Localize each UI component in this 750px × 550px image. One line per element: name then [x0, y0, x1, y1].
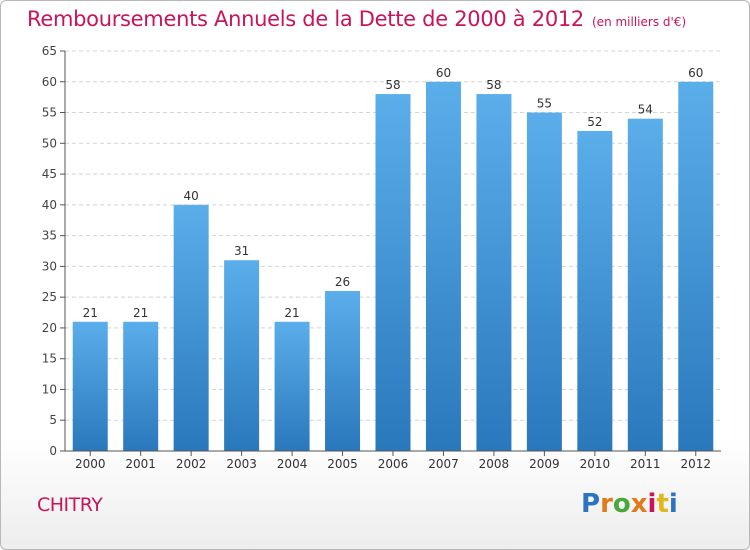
y-tick-label: 35	[42, 229, 57, 243]
data-label: 31	[234, 244, 249, 258]
logo-letter: i	[647, 489, 657, 519]
bar	[375, 94, 411, 452]
x-tick-label: 2006	[378, 457, 409, 471]
bar	[224, 260, 260, 451]
y-tick-label: 10	[42, 382, 57, 396]
bar	[123, 321, 159, 451]
x-tick-label: 2000	[75, 457, 106, 471]
x-tick-label: 2003	[226, 457, 257, 471]
data-label: 52	[587, 115, 602, 129]
bar	[274, 321, 310, 451]
bar	[425, 81, 461, 452]
bar	[173, 204, 209, 451]
x-tick-label: 2011	[630, 457, 661, 471]
x-tick-label: 2004	[277, 457, 308, 471]
logo-letter: P	[581, 489, 601, 519]
y-tick-label: 15	[42, 352, 57, 366]
y-tick-label: 50	[42, 136, 57, 150]
x-tick-label: 2009	[529, 457, 560, 471]
x-tick-label: 2012	[680, 457, 711, 471]
data-label: 21	[133, 306, 148, 320]
city-name: CHITRY	[37, 494, 103, 516]
y-tick-label: 5	[49, 413, 57, 427]
y-tick-label: 60	[42, 75, 57, 89]
bars	[72, 81, 714, 452]
y-tick-label: 25	[42, 290, 57, 304]
chart-title: Remboursements Annuels de la Dette de 20…	[27, 7, 686, 31]
y-tick-label: 65	[42, 44, 57, 58]
chart-title-text: Remboursements Annuels de la Dette de 20…	[27, 7, 584, 31]
labels: 0 5 10 15 20 25 30 35 40 45 50 55 60 65 21 2000 21 2001 40…	[42, 44, 711, 471]
y-tick-label: 30	[42, 259, 57, 273]
bar	[577, 131, 613, 451]
data-label: 55	[537, 97, 552, 111]
data-label: 21	[83, 306, 98, 320]
bar	[526, 112, 562, 452]
x-tick-label: 2001	[125, 457, 156, 471]
x-tick-label: 2008	[479, 457, 510, 471]
logo-letter: t	[656, 489, 669, 519]
data-label: 26	[335, 275, 350, 289]
data-label: 60	[688, 66, 703, 80]
data-label: 54	[638, 103, 653, 117]
x-tick-label: 2002	[176, 457, 207, 471]
data-label: 40	[184, 189, 199, 203]
y-tick-label: 20	[42, 321, 57, 335]
x-tick-label: 2010	[580, 457, 611, 471]
axes	[60, 50, 721, 456]
x-tick-label: 2007	[428, 457, 459, 471]
logo-letter: x	[630, 489, 648, 519]
data-label: 58	[385, 78, 400, 92]
data-label: 60	[436, 66, 451, 80]
logo-letter: r	[600, 489, 613, 519]
data-label: 58	[486, 78, 501, 92]
x-tick-label: 2005	[327, 457, 358, 471]
bar	[72, 321, 108, 451]
chart-unit-label: (en milliers d'€)	[592, 15, 687, 29]
bar	[678, 81, 714, 452]
proxiti-logo[interactable]: Proxiti	[581, 489, 678, 519]
bar	[325, 291, 361, 451]
y-tick-label: 55	[42, 106, 57, 120]
y-tick-label: 45	[42, 167, 57, 181]
bar	[627, 118, 663, 451]
y-tick-label: 40	[42, 198, 57, 212]
bar	[476, 94, 512, 452]
logo-letter: i	[668, 489, 678, 519]
data-label: 21	[284, 306, 299, 320]
y-tick-label: 0	[49, 444, 57, 458]
logo-letter: o	[612, 489, 631, 519]
